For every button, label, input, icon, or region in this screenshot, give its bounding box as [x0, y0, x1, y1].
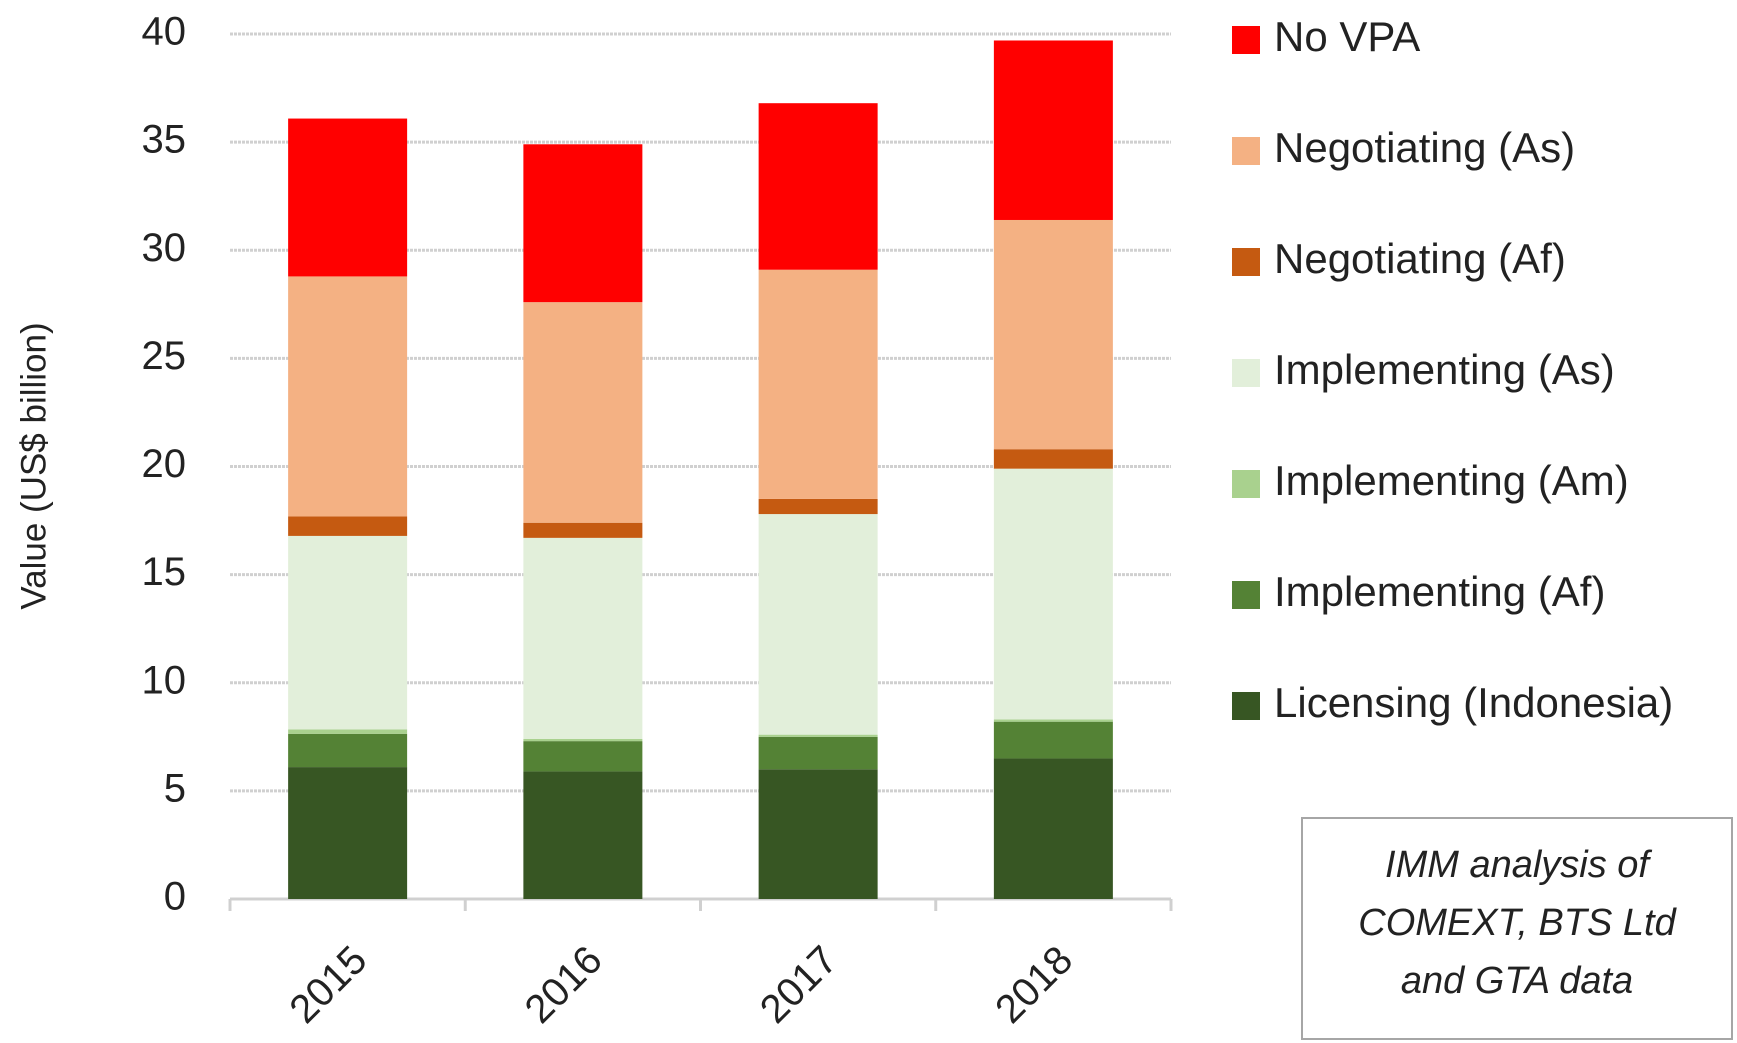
y-tick-label: 25 [142, 334, 187, 378]
bar-segment [288, 733, 408, 768]
annotation-text: IMM analysis of [1385, 844, 1652, 886]
bar-segment [993, 758, 1113, 899]
x-tick-label: 2017 [752, 938, 846, 1032]
annotation-box [1301, 817, 1733, 1040]
legend-label: Implementing (Af) [1274, 568, 1605, 615]
bar-segment [758, 734, 878, 737]
bar-segment [523, 537, 643, 739]
bar-segment [993, 449, 1113, 469]
bar-segment [758, 269, 878, 499]
y-tick-label: 40 [142, 10, 187, 54]
legend-label: Licensing (Indonesia) [1274, 679, 1673, 726]
y-tick-label: 15 [142, 550, 187, 594]
y-tick-label: 5 [164, 766, 186, 810]
x-tick-label: 2016 [517, 938, 611, 1032]
legend-swatch [1232, 359, 1260, 387]
bar-segment [993, 219, 1113, 450]
bar-segment [523, 144, 643, 303]
bar-segment [288, 118, 408, 277]
annotation-text: and GTA data [1401, 960, 1633, 1002]
y-tick-label: 20 [142, 442, 187, 486]
legend-swatch [1232, 137, 1260, 165]
y-tick-label: 35 [142, 118, 187, 162]
bar-segment [523, 302, 643, 523]
bar-segment [758, 769, 878, 899]
bar-segment [523, 741, 643, 772]
legend-swatch [1232, 26, 1260, 54]
legend-swatch [1232, 692, 1260, 720]
y-tick-label: 0 [164, 875, 186, 919]
legend-label: Implementing (Am) [1274, 457, 1629, 504]
y-tick-label: 10 [142, 658, 187, 702]
legend-label: Implementing (As) [1274, 346, 1615, 393]
bar-segment [758, 103, 878, 270]
x-tick-label: 2015 [281, 938, 375, 1032]
bar-segment [758, 498, 878, 515]
bar-segment [758, 514, 878, 735]
bar-segment [993, 721, 1113, 759]
legend-label: Negotiating (As) [1274, 124, 1575, 171]
bar-segment [288, 767, 408, 899]
legend-label: No VPA [1274, 13, 1420, 60]
bar-segment [523, 738, 643, 742]
legend-label: Negotiating (Af) [1274, 235, 1566, 282]
bar-segment [288, 516, 408, 536]
bar-segment [523, 522, 643, 538]
y-tick-label: 30 [142, 226, 187, 270]
legend-swatch [1232, 470, 1260, 498]
bar-segment [288, 729, 408, 734]
annotation-text: COMEXT, BTS Ltd [1358, 902, 1677, 944]
bar-segment [993, 40, 1113, 220]
legend-swatch [1232, 581, 1260, 609]
x-tick-label: 2018 [987, 938, 1081, 1032]
bar-segment [288, 276, 408, 517]
bar-segment [523, 771, 643, 899]
bar-segment [758, 736, 878, 770]
y-axis-title: Value (US$ billion) [14, 322, 53, 609]
bar-segment [288, 535, 408, 730]
bar-segment [993, 719, 1113, 722]
bar-segment [993, 468, 1113, 720]
legend-swatch [1232, 248, 1260, 276]
